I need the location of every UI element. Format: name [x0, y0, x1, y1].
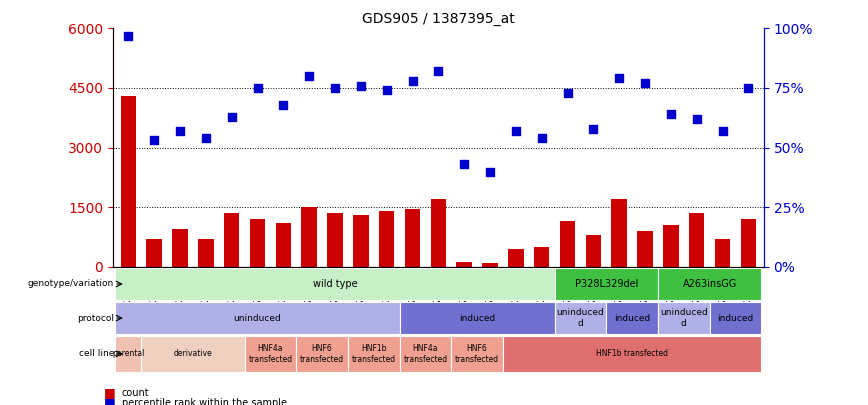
Bar	[327, 213, 343, 267]
Bar	[555, 302, 606, 335]
Point	[302, 73, 316, 79]
Text: percentile rank within the sample: percentile rank within the sample	[122, 398, 286, 405]
Bar	[250, 219, 266, 267]
Point	[741, 85, 755, 91]
Bar	[503, 336, 761, 372]
Bar	[611, 199, 627, 267]
Point	[405, 78, 419, 84]
Point	[715, 128, 729, 134]
Point	[225, 113, 239, 120]
Point	[612, 75, 626, 82]
Text: HNF4a
transfected: HNF4a transfected	[404, 344, 448, 364]
Text: HNF1b transfected: HNF1b transfected	[596, 350, 668, 358]
Text: HNF6
transfected: HNF6 transfected	[455, 344, 499, 364]
Text: count: count	[122, 388, 149, 398]
Point	[664, 111, 678, 117]
Bar	[658, 302, 709, 335]
Point	[535, 135, 549, 141]
Bar	[147, 239, 162, 267]
Bar	[348, 336, 399, 372]
Bar	[689, 213, 705, 267]
Bar	[115, 302, 399, 335]
Point	[509, 128, 523, 134]
Bar	[224, 213, 240, 267]
Bar	[483, 262, 497, 267]
Text: wild type: wild type	[312, 279, 358, 289]
Bar	[301, 207, 317, 267]
Text: induced: induced	[459, 313, 496, 322]
Point	[122, 32, 135, 39]
Point	[173, 128, 187, 134]
Bar	[399, 336, 451, 372]
Point	[690, 116, 704, 122]
Text: derivative: derivative	[174, 350, 213, 358]
Bar	[245, 336, 296, 372]
Text: induced: induced	[614, 313, 650, 322]
Text: HNF6
transfected: HNF6 transfected	[300, 344, 344, 364]
Bar	[141, 336, 245, 372]
Text: uninduced
d: uninduced d	[660, 308, 707, 328]
Text: induced: induced	[717, 313, 753, 322]
Bar	[457, 262, 472, 267]
Bar	[115, 268, 555, 301]
Bar	[710, 302, 761, 335]
Text: uninduced: uninduced	[233, 313, 281, 322]
Bar	[606, 302, 658, 335]
Text: ■: ■	[104, 386, 116, 399]
Text: HNF1b
transfected: HNF1b transfected	[352, 344, 396, 364]
Bar	[637, 231, 653, 267]
Bar	[560, 221, 575, 267]
Text: protocol: protocol	[77, 313, 114, 322]
Point	[638, 80, 652, 86]
Text: genotype/variation: genotype/variation	[28, 279, 114, 288]
Point	[251, 85, 265, 91]
Bar	[296, 336, 348, 372]
Bar	[198, 239, 214, 267]
Text: ■: ■	[104, 396, 116, 405]
Text: uninduced
d: uninduced d	[556, 308, 604, 328]
Bar	[431, 199, 446, 267]
Point	[199, 135, 213, 141]
Point	[148, 137, 161, 144]
Text: HNF4a
transfected: HNF4a transfected	[248, 344, 293, 364]
Point	[276, 102, 290, 108]
Bar	[555, 268, 658, 301]
Bar	[353, 215, 369, 267]
Point	[431, 68, 445, 75]
Point	[379, 87, 393, 94]
Text: A263insGG: A263insGG	[682, 279, 737, 289]
Bar	[586, 235, 601, 267]
Text: cell line: cell line	[79, 350, 114, 358]
Point	[561, 90, 575, 96]
Bar	[714, 239, 730, 267]
Bar	[658, 268, 761, 301]
Bar	[276, 223, 291, 267]
Title: GDS905 / 1387395_at: GDS905 / 1387395_at	[362, 12, 515, 26]
Point	[354, 82, 368, 89]
Bar	[404, 209, 420, 267]
Bar	[740, 219, 756, 267]
Bar	[663, 225, 679, 267]
Point	[587, 125, 601, 132]
Bar	[115, 336, 141, 372]
Point	[483, 168, 497, 175]
Bar	[399, 302, 555, 335]
Text: P328L329del: P328L329del	[575, 279, 638, 289]
Bar	[379, 211, 394, 267]
Point	[328, 85, 342, 91]
Bar	[534, 247, 549, 267]
Point	[457, 161, 471, 168]
Text: parental: parental	[112, 350, 145, 358]
Bar	[121, 96, 136, 267]
Bar	[451, 336, 503, 372]
Bar	[508, 249, 523, 267]
Bar	[172, 229, 187, 267]
